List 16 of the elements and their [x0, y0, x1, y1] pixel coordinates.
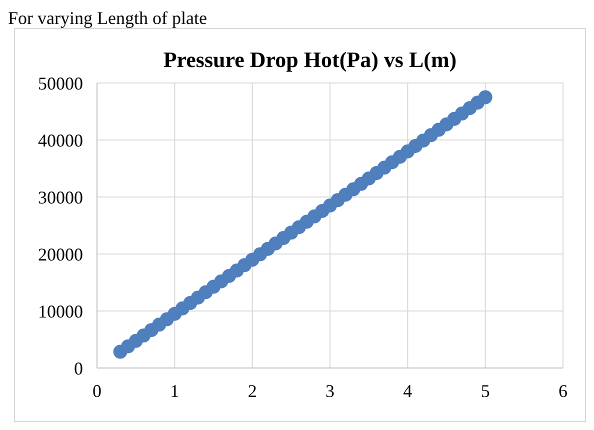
- x-tick-label: 6: [558, 380, 568, 401]
- y-tick-label: 50000: [38, 73, 83, 94]
- y-tick-label: 40000: [38, 130, 83, 150]
- y-tick-label: 20000: [38, 244, 83, 264]
- x-tick-label: 5: [480, 380, 490, 401]
- text: For varying Length of plate: [8, 8, 208, 28]
- x-tick-label: 1: [170, 380, 180, 401]
- x-tick-label: 4: [403, 380, 412, 401]
- point: [478, 90, 492, 104]
- y-tick-label: 10000: [38, 301, 83, 322]
- x-tick-label: 3: [326, 380, 334, 401]
- y-tick-label: 0: [74, 358, 83, 378]
- y-tick-label: 30000: [38, 187, 83, 208]
- chart-title: Pressure Drop Hot(Pa) vs L(m): [162, 47, 458, 73]
- x-tick-label: 0: [92, 380, 102, 401]
- x-tick-label: 2: [248, 380, 257, 401]
